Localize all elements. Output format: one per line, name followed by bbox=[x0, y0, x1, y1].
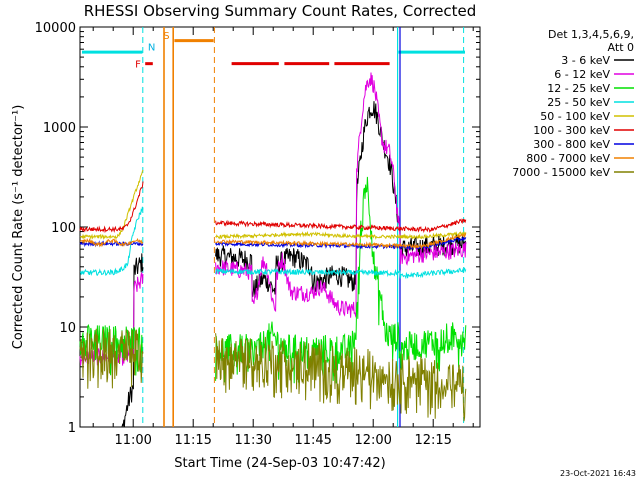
flag-label-flare: F bbox=[135, 60, 141, 71]
x-tick-label: 11:45 bbox=[294, 433, 331, 448]
x-tick-label: 11:15 bbox=[174, 433, 211, 448]
x-tick-label: 11:30 bbox=[234, 433, 271, 448]
series-line-100-300keV bbox=[215, 218, 467, 234]
series-line-12-25keV bbox=[215, 176, 467, 384]
y-tick-label: 10000 bbox=[35, 21, 76, 36]
y-tick-label: 1 bbox=[68, 421, 76, 436]
series-lines bbox=[79, 72, 467, 428]
series-line-300-800keV bbox=[215, 236, 467, 251]
series-line-800-7000keV bbox=[215, 233, 467, 249]
series-line-50-100keV bbox=[215, 230, 467, 240]
legend-header-line: Att 0 bbox=[608, 41, 634, 54]
legend-entry-label: 800 - 7000 keV bbox=[526, 152, 610, 165]
series-line-25-50keV bbox=[79, 206, 144, 276]
timestamp: 23-Oct-2021 16:43 bbox=[560, 469, 636, 478]
series-line-3-6keV bbox=[215, 101, 467, 298]
legend-header-line: Det 1,3,4,5,6,9, bbox=[548, 28, 634, 41]
legend-entry-label: 12 - 25 keV bbox=[547, 82, 610, 95]
legend-entry-label: 100 - 300 keV bbox=[533, 124, 610, 137]
chart-title: RHESSI Observing Summary Count Rates, Co… bbox=[84, 2, 477, 20]
legend-entry-label: 25 - 50 keV bbox=[547, 96, 610, 109]
series-line-3-6keV bbox=[80, 253, 144, 428]
x-axis-label: Start Time (24-Sep-03 10:47:42) bbox=[174, 456, 385, 471]
y-tick-label: 100 bbox=[51, 221, 76, 236]
flag-label-saa: S bbox=[163, 31, 169, 42]
flag-label-night: N bbox=[148, 42, 155, 53]
x-axis-ticks: 11:00 11:15 11:30 11:45 12:00 12:15 bbox=[92, 27, 474, 448]
series-line-25-50keV bbox=[215, 267, 467, 280]
series-line-50-100keV bbox=[79, 169, 144, 241]
series-line-100-300keV bbox=[79, 181, 144, 234]
legend-entry-label: 3 - 6 keV bbox=[561, 54, 610, 67]
y-axis-label: Corrected Count Rate (s⁻¹ detector⁻¹) bbox=[11, 105, 26, 350]
x-tick-label: 11:00 bbox=[114, 433, 151, 448]
y-tick-label: 10 bbox=[59, 321, 76, 336]
legend-entry-label: 6 - 12 keV bbox=[554, 68, 610, 81]
legend-entry-label: 300 - 800 keV bbox=[533, 138, 610, 151]
series-line-6-12keV bbox=[215, 72, 467, 318]
series-line-300-800keV bbox=[79, 240, 144, 248]
legend-entry-label: 50 - 100 keV bbox=[540, 110, 610, 123]
series-line-7000-15000keV bbox=[215, 333, 467, 422]
x-tick-label: 12:00 bbox=[354, 433, 391, 448]
series-line-7000-15000keV bbox=[79, 328, 144, 389]
legend-entry-label: 7000 - 15000 keV bbox=[512, 166, 610, 179]
x-tick-label: 12:15 bbox=[414, 433, 451, 448]
y-tick-label: 1000 bbox=[43, 121, 76, 136]
series-line-800-7000keV bbox=[79, 237, 143, 248]
